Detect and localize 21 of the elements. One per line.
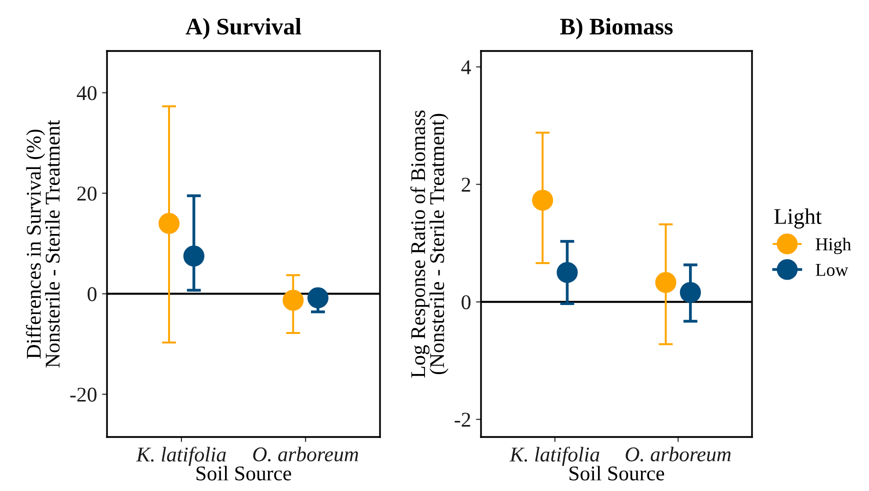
x-axis-title: Soil Source xyxy=(570,466,664,480)
x-tick-label: O. arboreum xyxy=(253,446,358,462)
y-tick-label: 0 xyxy=(462,295,470,310)
legend-label: High xyxy=(816,238,852,254)
legend-label: Low xyxy=(816,264,848,276)
y-axis-title: Log Response Ratio of Biomass (Nonsterile - Sterile Treatment) xyxy=(410,110,448,378)
x-tick-label: K. latifolia xyxy=(136,446,226,466)
x-axis-title: Soil Source xyxy=(196,466,292,480)
x-tick-label: K. latifolia xyxy=(510,446,600,466)
y-tick-label: 0 xyxy=(88,287,96,302)
y-axis-title: Differences in Survival (%) Nonsterile - Sterile Treatment xyxy=(26,120,60,368)
y-tick-label: 2 xyxy=(462,178,470,192)
chart-title: B) Biomass xyxy=(560,18,673,40)
y-tick-label: 20 xyxy=(77,186,96,201)
x-tick-label: O. arboreum xyxy=(626,446,731,462)
chart-title: A) Survival xyxy=(186,18,302,40)
y-tick-label: -2 xyxy=(454,412,470,427)
y-tick-label: 40 xyxy=(76,86,96,100)
y-tick-label: 4 xyxy=(461,60,471,74)
y-tick-label: -20 xyxy=(70,388,96,402)
legend-title: Light xyxy=(774,208,822,229)
